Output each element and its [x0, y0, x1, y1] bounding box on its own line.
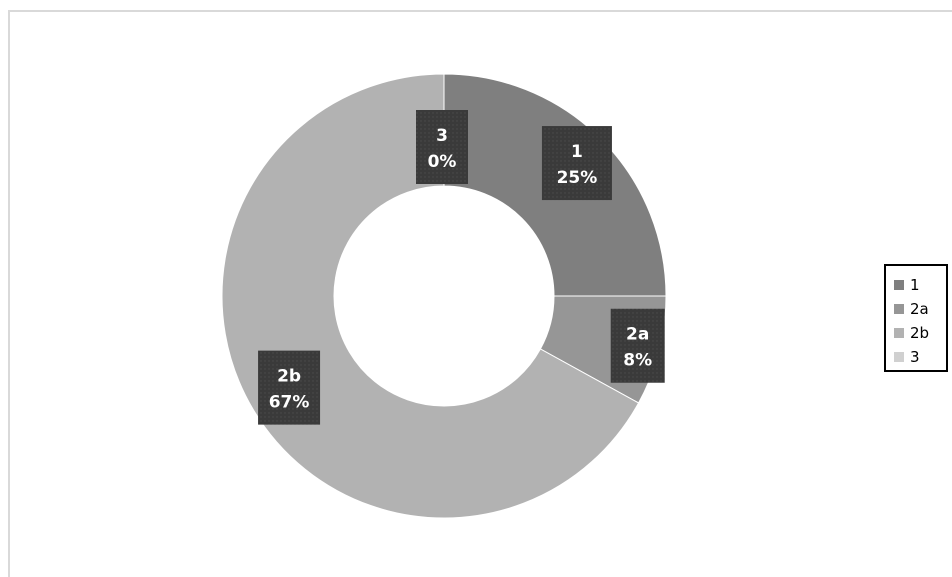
data-label-category-2b: 2b	[277, 367, 301, 387]
legend-swatch-2a	[894, 304, 904, 314]
data-label-box-2a	[610, 308, 665, 383]
legend-swatch-3	[894, 352, 904, 362]
legend-item-1: 1	[894, 273, 946, 297]
data-label-value-2a: 8%	[623, 351, 652, 371]
legend-label-1: 1	[910, 276, 920, 294]
data-label-category-2a: 2a	[626, 325, 649, 345]
data-label-value-2b: 67%	[269, 393, 310, 413]
legend-swatch-1	[894, 280, 904, 290]
data-label-value-1: 25%	[557, 168, 598, 188]
data-label-box-1	[541, 126, 612, 201]
data-label-1: 125%	[541, 126, 612, 201]
legend-label-2a: 2a	[910, 300, 929, 318]
legend-item-2b: 2b	[894, 321, 946, 345]
data-label-category-3: 3	[436, 126, 448, 146]
legend-label-2b: 2b	[910, 324, 930, 342]
data-label-3: 30%	[416, 110, 468, 184]
data-label-box-2b	[258, 350, 321, 425]
legend-label-3: 3	[910, 348, 920, 366]
slice-2b	[221, 73, 640, 519]
legend-item-3: 3	[894, 345, 946, 369]
data-label-box-3	[416, 110, 468, 184]
legend: 1 2a 2b 3	[884, 264, 948, 372]
legend-item-2a: 2a	[894, 297, 946, 321]
data-label-category-1: 1	[571, 142, 583, 162]
data-label-2a: 2a8%	[610, 308, 665, 383]
legend-swatch-2b	[894, 328, 904, 338]
data-label-value-3: 0%	[428, 152, 457, 172]
